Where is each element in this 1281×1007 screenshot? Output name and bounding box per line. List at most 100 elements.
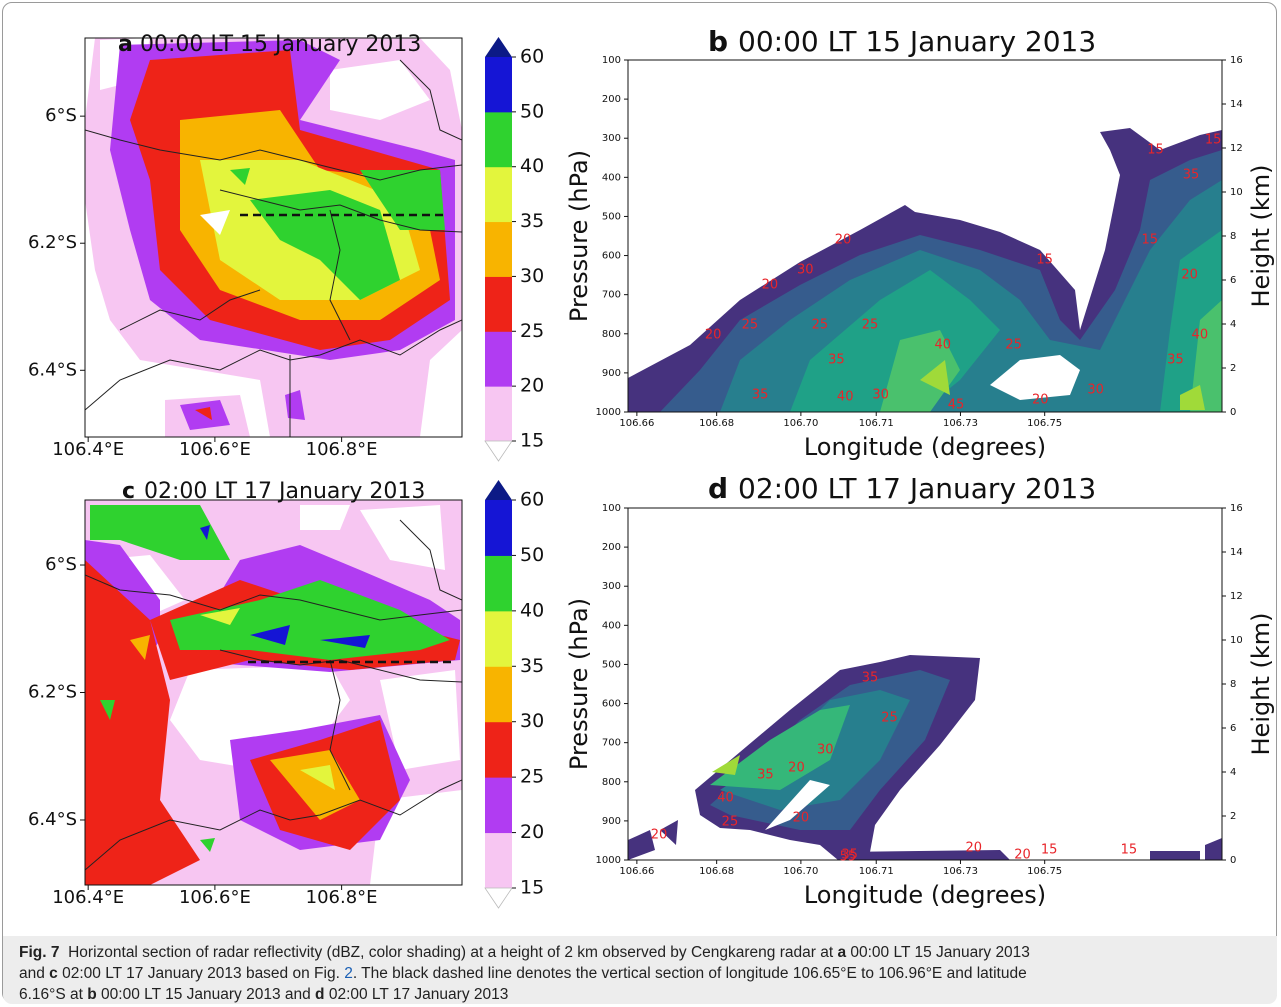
y2-tick-label: 12 [1230,143,1243,154]
y2-tick-label: 10 [1230,187,1243,198]
x-tick-label: 106.71 [859,418,894,429]
contour-label: 15 [1041,842,1058,857]
y2-tick-label: 0 [1230,407,1236,418]
contour-label: 35 [828,352,845,367]
contour-label: 25 [881,711,898,726]
y2-tick-label: 12 [1230,591,1243,602]
y2-axis-label: Height (km) [1247,613,1275,756]
colorbar-segment [485,500,512,556]
y2-tick-label: 16 [1230,55,1243,66]
colorbar-extend-low [484,887,513,909]
colorbar-label: 25 [520,766,544,788]
colorbar-segment [485,276,512,332]
contour-label: 35 [1167,352,1184,367]
panel-letter: d [708,472,728,505]
reflectivity-field [85,500,462,885]
figure-link[interactable]: 2 [344,965,353,982]
contour-label: 20 [1032,392,1049,407]
caption-text: 6.16°S at [19,986,88,1003]
y-axis-label: Pressure (hPa) [565,150,593,322]
contour-label: 55 [840,849,857,864]
colorbar-label: 60 [520,489,544,511]
panel-letter: c [122,479,135,504]
panel-title: 00:00 LT 15 January 2013 [140,32,421,57]
y-tick-label: 100 [602,503,621,514]
colorbar-label: 20 [520,375,544,397]
contour-label: 30 [817,743,834,758]
y-tick-label: 600 [602,699,621,710]
caption-text: 00:00 LT 15 January 2013 [846,944,1030,961]
colorbar-label: 30 [520,265,544,287]
colorbar-segment [485,57,512,113]
y2-tick-label: 2 [1230,363,1236,374]
y2-tick-label: 8 [1230,679,1236,690]
reflectivity-field [85,38,462,437]
caption-text: 02:00 LT 17 January 2013 [324,986,509,1003]
contour-label: 20 [705,327,722,342]
panel-title: 02:00 LT 17 January 2013 [144,479,425,504]
caption-text: 00:00 LT 15 January 2013 and [96,986,316,1003]
contour-label: 35 [1183,167,1200,182]
y-tick-label: 6.2°S [28,232,77,253]
y-tick-label: 6.4°S [28,809,77,830]
y-tick-label: 6.4°S [28,359,77,380]
y-tick-label: 200 [602,542,621,553]
contour-label: 35 [757,768,774,783]
caption-text: 02:00 LT 17 January 2013 based on Fig. [57,965,345,982]
contour-label: 15 [1141,232,1158,247]
x-tick-label: 106.66 [619,418,654,429]
x-axis-label: Longitude (degrees) [804,881,1046,909]
colorbar-label: 35 [520,210,544,232]
y-tick-label: 400 [602,620,621,631]
contour-label: 35 [841,847,858,862]
colorbar-label: 15 [520,877,544,899]
contour-label: 20 [965,840,982,855]
contour-label: 30 [872,388,889,403]
caption-line: 6.16°S at b 00:00 LT 15 January 2013 and… [19,984,1277,1005]
y-tick-label: 800 [602,777,621,788]
y-tick-label: 500 [602,659,621,670]
colorbar-extend-high [485,480,512,500]
caption-text: c [49,965,58,982]
colorbar-extend-low [484,440,513,462]
cross-section-field [628,655,1222,860]
figure-caption: Fig. 7 Horizontal section of radar refle… [3,936,1277,1004]
caption-text: d [315,986,325,1003]
y-tick-label: 1000 [596,407,621,418]
y-tick-label: 600 [602,251,621,262]
y-tick-label: 700 [602,290,621,301]
cross-section-field [628,128,1222,412]
panel-title: 00:00 LT 15 January 2013 [738,25,1096,58]
x-axis-label: Longitude (degrees) [804,433,1046,461]
contour-label: 40 [837,390,854,405]
colorbar-segment [485,777,512,834]
y-tick-label: 900 [602,368,621,379]
contour-label: 25 [722,815,739,830]
x-tick-label: 106.71 [859,866,894,877]
contour-label: 15 [1147,142,1164,157]
contour-label: 15 [1121,842,1138,857]
caption-line: and c 02:00 LT 17 January 2013 based on … [19,963,1277,984]
y2-tick-label: 2 [1230,811,1236,822]
x-tick-label: 106.70 [783,866,818,877]
y-tick-label: 400 [602,172,621,183]
contour-label: 20 [651,827,668,842]
contour-label: 20 [1181,268,1198,283]
y2-tick-label: 14 [1230,547,1243,558]
y-tick-label: 6°S [45,105,77,126]
figure: a 00:00 LT 15 January 2013 106.4°E 106.6°E 1… [28,25,1275,909]
contour-label: 35 [862,671,879,686]
x-tick-label: 106.66 [619,866,654,877]
y-axis-label: Pressure (hPa) [565,598,593,770]
y-tick-label: 6°S [45,554,77,575]
y2-tick-label: 4 [1230,319,1236,330]
contour-label: 25 [812,318,829,333]
contour-label: 15 [1205,133,1222,148]
x-tick-label: 106.8°E [306,887,378,908]
y-tick-label: 6.2°S [28,682,77,703]
colorbar-segment [485,331,512,387]
caption-text: . The black dashed line denotes the vert… [352,965,1027,982]
colorbar-label: 40 [520,599,544,621]
y2-tick-label: 0 [1230,855,1236,866]
